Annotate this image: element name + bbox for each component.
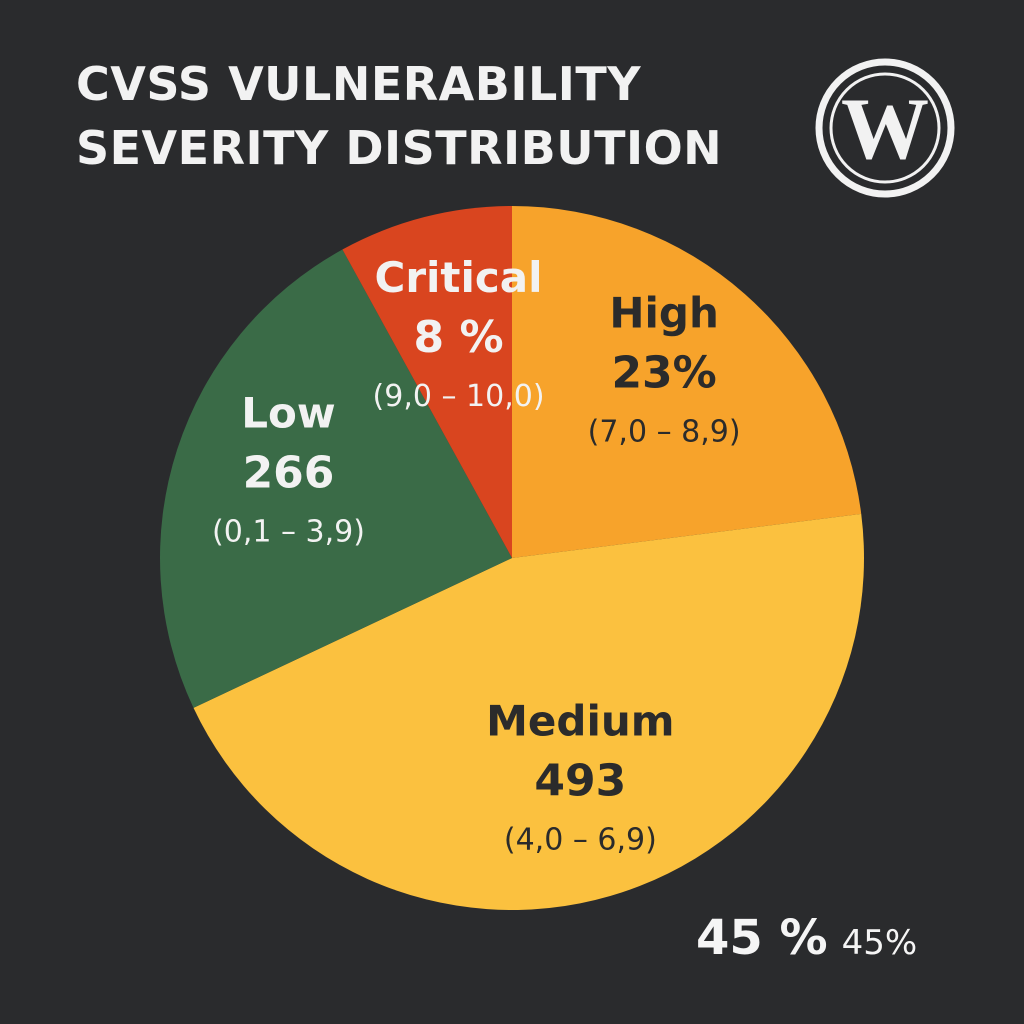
pie-slice-medium <box>193 513 865 911</box>
slice-label-high: High 23% (7,0 – 8,9) <box>588 288 741 449</box>
pie-slice-critical <box>342 206 512 558</box>
slice-range-low: (0,1 – 3,9) <box>212 514 365 549</box>
wordpress-logo-outer-ring <box>815 58 955 198</box>
slice-name-critical: Critical <box>375 253 543 302</box>
slice-range-high: (7,0 – 8,9) <box>588 414 741 449</box>
slice-label-low: Low 266 (0,1 – 3,9) <box>212 388 365 549</box>
slice-name-high: High <box>609 288 719 337</box>
slice-name-low: Low <box>241 388 335 437</box>
wordpress-logo-icon: W <box>815 58 955 198</box>
percentage-annotation: 45 % 45% <box>696 910 917 966</box>
wordpress-logo-inner-ring <box>829 72 941 184</box>
slice-value-critical: 8 % <box>414 312 504 363</box>
wordpress-logo-letter: W <box>841 81 929 178</box>
chart-title: CVSS VULNERABILITY SEVERITY DISTRIBUTION <box>76 52 722 180</box>
slice-range-critical: (9,0 – 10,0) <box>373 379 545 414</box>
slice-value-medium: 493 <box>534 755 626 806</box>
chart-title-line-2: SEVERITY DISTRIBUTION <box>76 121 723 175</box>
slice-name-medium: Medium <box>486 696 674 745</box>
chart-title-line-1: CVSS VULNERABILITY <box>76 57 642 111</box>
pie-slice-low <box>160 249 513 708</box>
slice-range-medium: (4,0 – 6,9) <box>504 822 657 857</box>
annotation-primary: 45 % <box>696 910 828 966</box>
slice-value-low: 266 <box>243 447 335 498</box>
pie-slice-high <box>512 206 862 558</box>
slice-value-high: 23% <box>611 347 716 398</box>
annotation-secondary: 45% <box>841 923 918 963</box>
slice-label-medium: Medium 493 (4,0 – 6,9) <box>486 696 674 857</box>
slice-label-critical: Critical 8 % (9,0 – 10,0) <box>373 253 545 414</box>
